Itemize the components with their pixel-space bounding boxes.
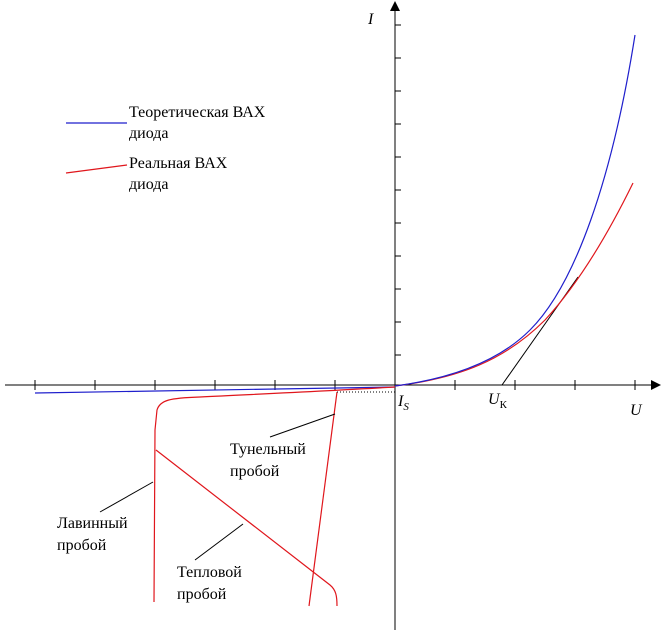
avalanche-leader <box>99 481 154 513</box>
thermal-annotation-line1: Тепловой <box>177 564 242 581</box>
uk-label-sub: К <box>500 399 508 411</box>
uk-label: UК <box>488 391 508 411</box>
legend-label-theoretical: Теоретическая ВАХ диода <box>129 104 269 142</box>
avalanche-annotation: Лавинный пробой <box>57 515 132 554</box>
legend-label-real-line2: диода <box>129 176 168 193</box>
avalanche-annotation-line1: Лавинный <box>57 515 128 532</box>
tunnel-annotation: Тунельный пробой <box>230 441 310 480</box>
x-axis-label: U <box>630 402 643 419</box>
tunnel-breakdown-curve <box>308 391 338 607</box>
legend-label-theoretical-line1: Теоретическая ВАХ <box>129 104 266 121</box>
is-label-sub: S <box>403 401 409 413</box>
theoretical-curve-reverse <box>34 386 396 394</box>
uk-label-main: U <box>488 391 501 408</box>
tunnel-leader <box>269 413 336 438</box>
is-label: IS <box>397 393 409 413</box>
is-label-main: I <box>397 393 404 410</box>
thermal-annotation-line2: пробой <box>177 586 227 603</box>
legend-label-theoretical-line2: диода <box>129 125 168 142</box>
y-axis-ticks <box>395 24 401 356</box>
legend-label-real: Реальная ВАХ диода <box>129 155 231 193</box>
tunnel-annotation-line2: пробой <box>230 463 280 480</box>
tunnel-annotation-line1: Тунельный <box>230 441 306 458</box>
axes <box>5 1 661 630</box>
avalanche-annotation-line2: пробой <box>57 537 107 554</box>
legend: Теоретическая ВАХ диода Реальная ВАХ дио… <box>65 104 269 193</box>
y-axis-label: I <box>367 11 374 28</box>
theoretical-curve-forward <box>394 34 636 387</box>
thermal-annotation: Тепловой пробой <box>177 564 246 603</box>
thermal-breakdown-curve <box>155 449 338 607</box>
legend-label-real-line1: Реальная ВАХ <box>129 155 228 172</box>
real-curve-reverse <box>153 386 396 603</box>
x-axis-ticks <box>34 380 636 390</box>
legend-swatch-real <box>65 164 128 174</box>
thermal-leader <box>194 523 244 561</box>
real-curve-forward <box>394 182 634 387</box>
